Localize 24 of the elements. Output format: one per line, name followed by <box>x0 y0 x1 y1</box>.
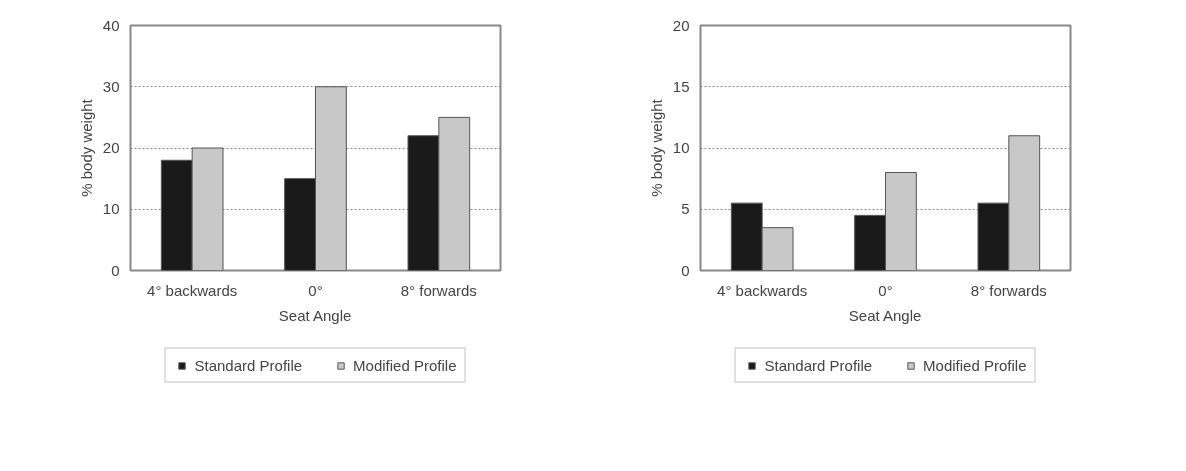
y-tick-label: 40 <box>102 16 120 34</box>
x-tick-label: 0° <box>308 281 323 299</box>
legend-label: Standard Profile <box>764 356 873 374</box>
y-tick-label: 0 <box>111 261 120 279</box>
x-tick-label: 0° <box>878 281 893 299</box>
y-tick-label: 30 <box>102 77 120 95</box>
x-tick-label: 8° forwards <box>400 281 477 299</box>
y-tick-label: 20 <box>672 16 690 34</box>
y-tick-label: 10 <box>102 200 120 218</box>
y-tick-label: 5 <box>681 200 690 218</box>
x-tick-label: 4° backwards <box>147 281 238 299</box>
x-axis-title: Seat Angle <box>848 306 922 324</box>
y-tick-label: 10 <box>672 139 690 156</box>
y-tick-label: 20 <box>102 139 120 156</box>
y-axis-title: % body weight <box>647 98 665 197</box>
x-tick-label: 4° backwards <box>717 281 808 299</box>
y-axis-title: % body weight <box>77 98 95 197</box>
x-tick-label: 8° forwards <box>970 281 1047 299</box>
x-axis-title: Seat Angle <box>278 306 352 324</box>
legend-label: Modified Profile <box>353 356 457 374</box>
legend-label: Standard Profile <box>194 356 303 374</box>
y-tick-label: 0 <box>681 261 690 279</box>
legend-label: Modified Profile <box>923 356 1027 374</box>
y-tick-label: 15 <box>672 77 690 95</box>
